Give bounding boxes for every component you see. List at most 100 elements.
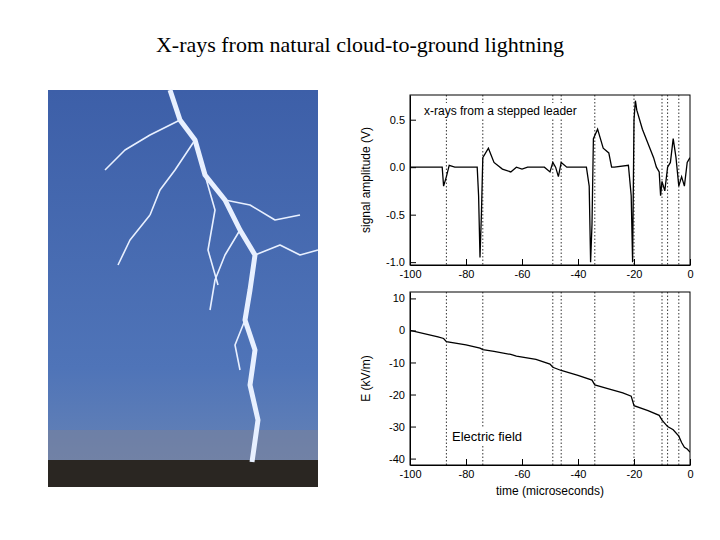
reference-line [561, 292, 562, 465]
photo-sky [48, 90, 318, 487]
tick-mark [410, 362, 416, 363]
tick: 0 [687, 459, 693, 480]
tick: -40 [571, 259, 587, 280]
axis-line [410, 96, 411, 266]
tick-label: -100 [399, 268, 421, 280]
tick: -0.5 [386, 209, 416, 221]
x-axis: -100 -80 -60 -40 -20 0 [399, 459, 693, 480]
tick-mark [690, 459, 691, 465]
tick-label: -30 [389, 421, 405, 433]
photo-ground [48, 460, 318, 487]
tick-mark [410, 262, 416, 263]
tick-mark [410, 427, 416, 428]
tick-mark [634, 259, 635, 265]
tick-label: 0.5 [390, 114, 405, 126]
x-axis: -100 -80 -60 -40 -20 0 [399, 259, 693, 280]
tick: -60 [515, 259, 531, 280]
tick-mark [410, 120, 416, 121]
reference-line [594, 95, 595, 265]
tick-label: -0.5 [386, 209, 405, 221]
tick-label: -20 [627, 468, 643, 480]
tick-label: -40 [571, 468, 587, 480]
lightning-bolt [170, 90, 258, 462]
tick: -1.0 [386, 256, 416, 268]
plot-area [410, 95, 690, 265]
tick: -80 [459, 459, 475, 480]
tick: 0.0 [390, 161, 416, 173]
y-axis-title: signal amplitude (V) [359, 127, 373, 233]
tick: -20 [389, 389, 416, 401]
tick: -30 [389, 421, 416, 433]
tick-mark [410, 215, 416, 216]
slide: X-rays from natural cloud-to-ground ligh… [0, 0, 720, 540]
tick-mark [578, 459, 579, 465]
tick: -20 [627, 259, 643, 280]
tick-label: 0 [687, 468, 693, 480]
reference-line [552, 292, 553, 465]
tick-mark [690, 259, 691, 265]
reference-line [678, 292, 679, 465]
plot-frame [410, 95, 690, 265]
tick-label: -80 [459, 268, 475, 280]
data-line [410, 330, 690, 452]
tick-label: -100 [399, 468, 421, 480]
tick-mark [466, 459, 467, 465]
tick-label: 0.0 [390, 161, 405, 173]
y-axis-title: E (kV/m) [359, 355, 373, 402]
tick-label: -60 [515, 268, 531, 280]
tick-label: -40 [389, 453, 405, 465]
tick-mark [410, 459, 416, 460]
tick-mark [522, 459, 523, 465]
tick: -60 [515, 459, 531, 480]
reference-line [561, 95, 562, 265]
axis-line [410, 293, 411, 466]
reference-line [446, 292, 447, 465]
y-axis: -40-30-20-10010 [389, 292, 416, 465]
lightning-bolt [225, 200, 300, 220]
tick: 0 [687, 259, 693, 280]
lightning-bolt [150, 140, 195, 215]
reference-line [552, 95, 553, 265]
tick-mark [410, 395, 416, 396]
axis-line [411, 265, 691, 266]
reference-line [634, 292, 635, 465]
chart: -100 -80 -60 -40 -20 0-40 -30 -20 -100 10 E (kV/m)… [359, 292, 694, 498]
data-line [410, 101, 690, 262]
tick-label: 0 [687, 268, 693, 280]
reference-line [662, 292, 663, 465]
photo-cloud [48, 430, 318, 460]
lightning-bolt [210, 230, 240, 310]
plot-area [410, 292, 690, 465]
tick-label: -60 [515, 468, 531, 480]
slide-title: X-rays from natural cloud-to-ground ligh… [156, 32, 564, 57]
tick-label: -80 [459, 468, 475, 480]
tick-mark [410, 167, 416, 168]
tick: -40 [571, 459, 587, 480]
tick-label: -40 [571, 268, 587, 280]
tick: 0.5 [390, 114, 416, 126]
annotation: Electric field [452, 429, 522, 444]
reference-line [594, 292, 595, 465]
axis-line [411, 465, 691, 466]
lightning-photo [48, 90, 318, 487]
tick-mark [466, 259, 467, 265]
reference-line [667, 292, 668, 465]
annotation: x-rays from a stepped leader [424, 104, 577, 118]
lightning-bolt [205, 175, 218, 285]
chart: -100 -80 -60 -40 -20 0 -1.0 -0.5 0.0 0.5 signal am… [359, 95, 694, 280]
tick: 0 [399, 324, 416, 336]
tick-mark [410, 298, 416, 299]
plot-frame [410, 292, 690, 465]
annotation-background [422, 103, 579, 119]
tick-label: -20 [627, 268, 643, 280]
lightning-bolt [255, 245, 318, 255]
y-axis: -1.0 -0.5 0.0 0.5 [386, 96, 416, 269]
tick-label: 10 [393, 292, 405, 304]
tick: 10 [393, 292, 416, 304]
lightning-bolt [235, 320, 245, 370]
tick: -40 [389, 453, 416, 465]
tick-mark [578, 259, 579, 265]
tick-mark [522, 259, 523, 265]
annotation-background [450, 428, 524, 445]
reference-line [667, 95, 668, 265]
